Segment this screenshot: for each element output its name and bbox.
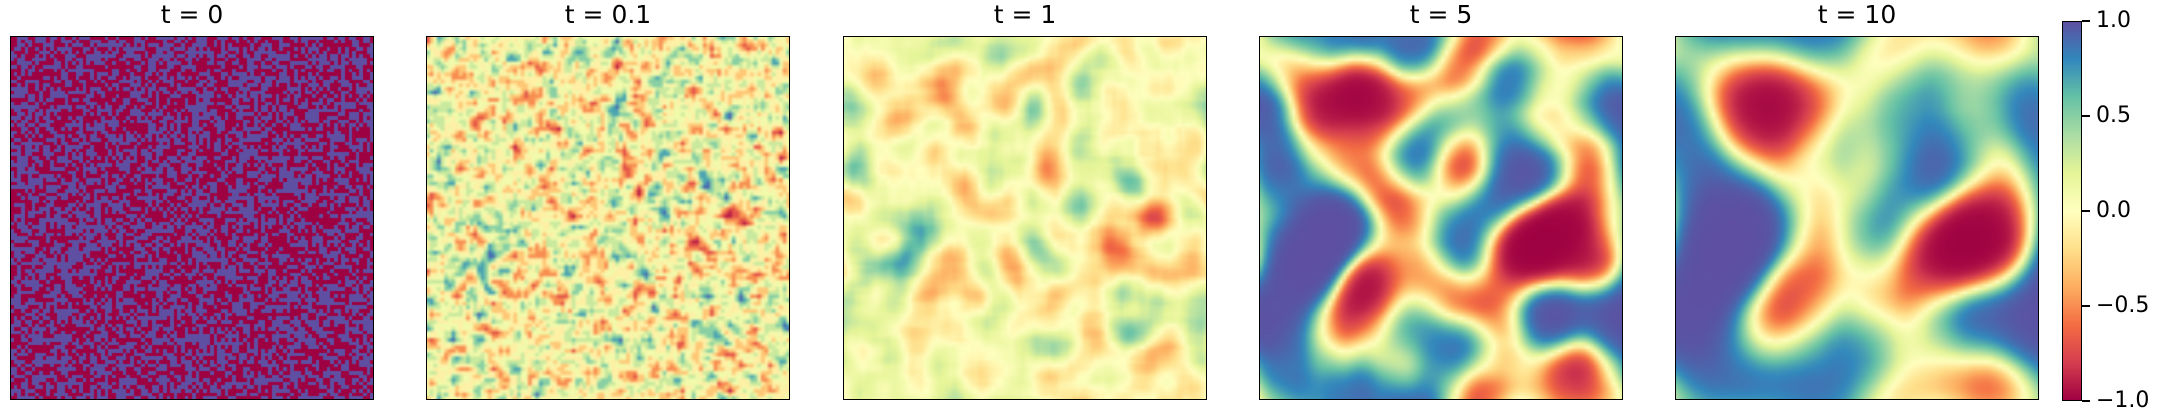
heatmap-panel-t10: [1675, 36, 2039, 400]
heatmap-canvas-t1: [843, 36, 1207, 400]
colorbar-tick: [2082, 305, 2090, 307]
colorbar-tick-label: 0.0: [2096, 198, 2131, 223]
colorbar: [2062, 21, 2082, 401]
panel-title-3: t = 5: [1409, 0, 1473, 29]
heatmap-panel-t1: [843, 36, 1207, 400]
heatmap-panel-t0: [10, 36, 374, 400]
colorbar-tick: [2082, 400, 2090, 402]
colorbar-tick-label: 0.5: [2096, 103, 2131, 128]
colorbar-tick: [2082, 210, 2090, 212]
colorbar-frame: [2062, 21, 2082, 401]
colorbar-tick: [2082, 115, 2090, 117]
heatmap-canvas-t0: [10, 36, 374, 400]
heatmap-panel-t5: [1259, 36, 1623, 400]
colorbar-gradient: [2062, 21, 2082, 401]
colorbar-tick: [2082, 20, 2090, 22]
heatmap-canvas-t5: [1259, 36, 1623, 400]
panel-title-2: t = 1: [993, 0, 1057, 29]
heatmap-panel-t0.1: [426, 36, 790, 400]
heatmap-canvas-t10: [1675, 36, 2039, 400]
heatmap-canvas-t0.1: [426, 36, 790, 400]
colorbar-tick-label: −1.0: [2096, 388, 2150, 413]
panel-title-1: t = 0.1: [564, 0, 652, 29]
colorbar-tick-label: 1.0: [2096, 8, 2131, 33]
panel-title-0: t = 0: [160, 0, 224, 29]
colorbar-tick-label: −0.5: [2096, 293, 2150, 318]
panel-title-4: t = 10: [1817, 0, 1897, 29]
